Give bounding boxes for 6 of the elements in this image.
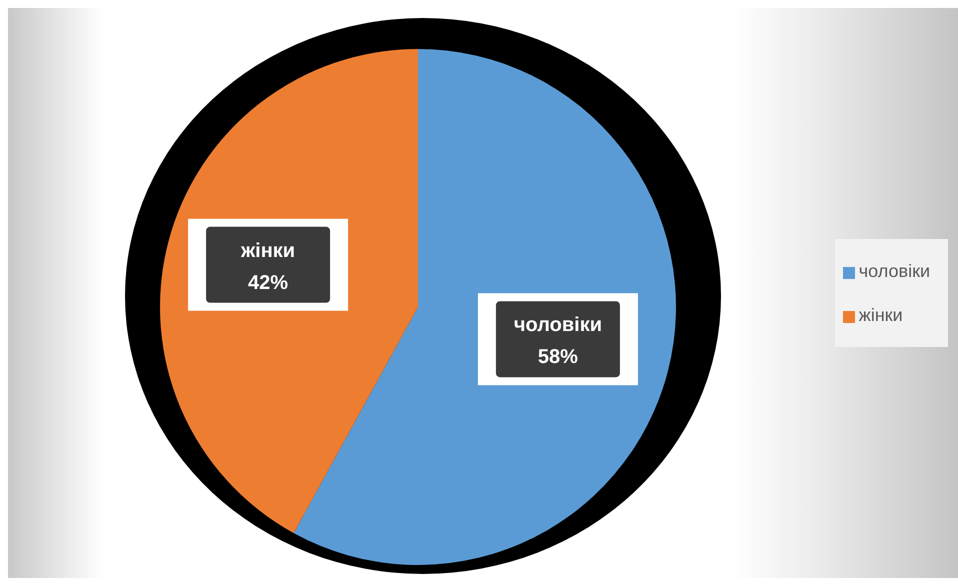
slice-label: чоловіки <box>514 314 602 336</box>
data-label: 42% <box>248 272 288 294</box>
legend-label: жінки <box>858 305 903 325</box>
legend-label: чоловіки <box>858 261 930 281</box>
slice-label: жінки <box>240 240 296 262</box>
data-label: 58% <box>538 346 578 368</box>
